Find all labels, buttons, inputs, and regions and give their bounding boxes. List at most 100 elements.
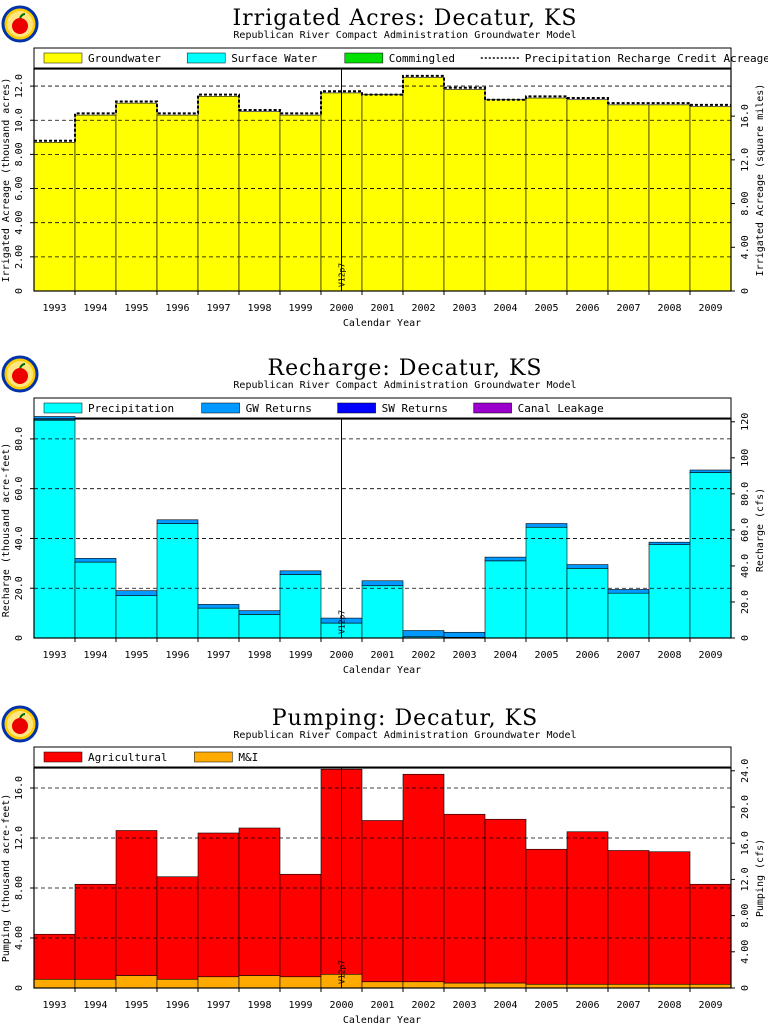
y-tick-label: 12.0 xyxy=(14,826,25,850)
x-tick-label: 2008 xyxy=(657,1000,681,1011)
bar-gw-returns xyxy=(74,558,117,563)
annotation-label: V12p7 xyxy=(338,610,347,634)
y2-tick-labels: 0 20.0 40.0 60.0 80.0 100 120 xyxy=(731,413,751,641)
y-tick-label: 4.00 xyxy=(14,926,25,950)
bar-m-i xyxy=(443,982,486,989)
logo-leaf xyxy=(19,713,26,719)
x-tick-label: 2003 xyxy=(452,650,476,661)
y2-tick-label: 0 xyxy=(740,985,751,991)
bar-gw-returns xyxy=(689,469,732,473)
bar-gw-returns xyxy=(279,570,322,575)
x-axis-label: Calendar Year xyxy=(343,318,421,329)
bar-gw-returns xyxy=(566,564,609,569)
legend: Precipitation GW Returns SW Returns Canal L… xyxy=(43,402,604,415)
y2-tick-label: 20.0 xyxy=(740,590,751,614)
bar-m-i xyxy=(156,978,199,989)
y-tick-label: 0 xyxy=(14,985,25,991)
bar-groundwater xyxy=(74,114,117,292)
bar-precipitation xyxy=(156,523,199,639)
plot-frame xyxy=(33,68,732,292)
annotation-label: V12p7 xyxy=(338,263,347,287)
x-tick-label: 1997 xyxy=(206,1000,230,1011)
logo-apple xyxy=(12,368,28,384)
bar-m-i xyxy=(361,981,404,989)
x-tick-label: 2005 xyxy=(534,1000,558,1011)
bar-m-i xyxy=(74,978,117,989)
bars xyxy=(33,416,732,639)
line-precip-recharge-credit xyxy=(34,74,731,142)
x-tick-label: 2008 xyxy=(657,650,681,661)
bar-groundwater xyxy=(566,99,609,292)
chart-title: Recharge: Decatur, KS xyxy=(268,356,543,381)
bar-agricultural xyxy=(238,827,281,976)
bar-gw-returns xyxy=(525,523,568,528)
y-tick-label: 8.00 xyxy=(14,876,25,900)
bar-agricultural xyxy=(689,883,732,985)
bar-precipitation xyxy=(33,419,76,639)
bar-agricultural xyxy=(74,883,117,980)
x-tick-labels: 1993 1994 1995 1996 1997 1998 1999 2000 2001 2002… xyxy=(42,638,723,661)
bar-agricultural xyxy=(525,848,568,985)
bar-precipitation xyxy=(197,607,240,639)
bar-groundwater xyxy=(607,104,650,292)
x-tick-label: 2003 xyxy=(452,303,476,314)
bar-agricultural xyxy=(279,873,322,978)
plot-frame xyxy=(33,418,732,639)
x-tick-label: 2001 xyxy=(370,650,394,661)
bar-gw-returns xyxy=(648,541,691,545)
bar-gw-returns xyxy=(484,556,527,562)
bar-groundwater xyxy=(443,89,486,292)
x-tick-label: 2006 xyxy=(575,303,599,314)
bar-agricultural xyxy=(197,832,240,978)
x-tick-label: 2007 xyxy=(616,303,640,314)
bar-precipitation xyxy=(74,561,117,639)
y2-tick-label: 20.0 xyxy=(740,795,751,819)
chart-title: Pumping: Decatur, KS xyxy=(272,706,538,731)
bar-m-i xyxy=(115,975,158,989)
legend-label: M&I xyxy=(238,751,258,764)
bars xyxy=(33,77,732,292)
y2-tick-label: 12.0 xyxy=(740,867,751,891)
y-tick-label: 80.0 xyxy=(14,427,25,451)
bar-m-i xyxy=(402,981,445,989)
x-tick-label: 1996 xyxy=(165,303,189,314)
y-tick-label: 0 xyxy=(14,635,25,641)
x-tick-label: 2009 xyxy=(698,303,722,314)
x-axis-label: Calendar Year xyxy=(343,1015,421,1024)
bar-groundwater xyxy=(648,104,691,292)
bar-groundwater xyxy=(689,106,732,292)
bar-gw-returns xyxy=(115,590,158,596)
x-tick-label: 2002 xyxy=(411,650,435,661)
y2-tick-label: 60.0 xyxy=(740,518,751,542)
x-tick-label: 1997 xyxy=(206,650,230,661)
chart-subtitle: Republican River Compact Administration … xyxy=(233,30,576,41)
bar-precipitation xyxy=(648,544,691,639)
legend-label: GW Returns xyxy=(246,402,312,415)
x-tick-labels: 1993 1994 1995 1996 1997 1998 1999 2000 2001 2002… xyxy=(42,291,723,314)
bar-precipitation xyxy=(238,614,281,639)
bar-m-i xyxy=(197,976,240,989)
bar-agricultural xyxy=(115,830,158,976)
y-tick-labels: 0 4.00 8.00 12.0 16.0 xyxy=(14,776,34,991)
y2-tick-label: 16.0 xyxy=(740,104,751,128)
bar-agricultural xyxy=(607,850,650,985)
y2-axis-label: Irrigated Acreage (square miles) xyxy=(755,84,766,277)
y2-tick-label: 4.00 xyxy=(740,235,751,259)
bar-m-i xyxy=(238,975,281,989)
bar-groundwater xyxy=(238,111,281,292)
bars xyxy=(33,768,732,989)
bar-gw-returns xyxy=(156,519,199,524)
x-tick-label: 1995 xyxy=(124,650,148,661)
bar-agricultural xyxy=(484,818,527,984)
y2-tick-label: 12.0 xyxy=(740,148,751,172)
y2-tick-label: 0 xyxy=(740,288,751,294)
x-tick-label: 2000 xyxy=(329,303,353,314)
legend-label: Precipitation Recharge Credit Acreage xyxy=(525,52,768,65)
legend-swatch xyxy=(344,52,384,64)
logo-apple xyxy=(12,718,28,734)
bar-precipitation xyxy=(607,592,650,639)
y-axis-label: Pumping (thousand acre-feet) xyxy=(1,794,12,963)
y2-tick-label: 16.0 xyxy=(740,831,751,855)
legend-swatch xyxy=(43,751,83,763)
x-tick-label: 1998 xyxy=(247,303,271,314)
